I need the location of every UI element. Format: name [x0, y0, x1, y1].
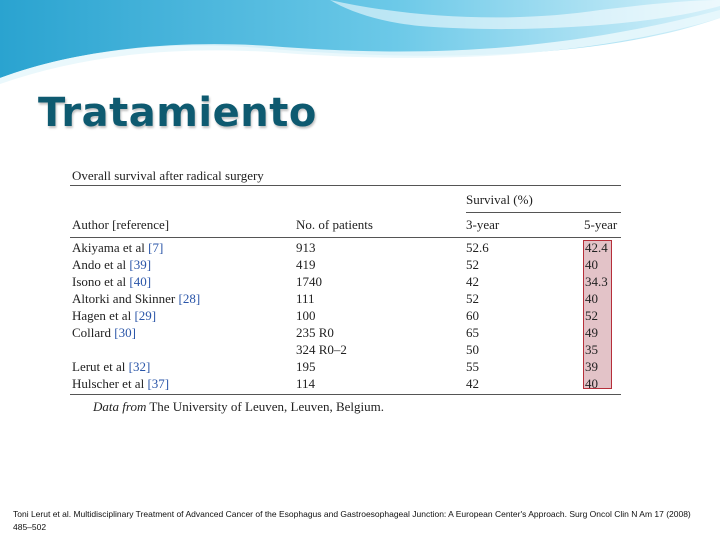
- row-author: Hulscher et al: [72, 376, 145, 391]
- reference-link[interactable]: [30]: [114, 325, 136, 340]
- header-author: Author [reference]: [72, 217, 170, 232]
- survival-table: Overall survival after radical surgery S…: [65, 160, 625, 417]
- row-patients: 1740: [296, 274, 322, 289]
- row-author: Hagen et al: [72, 308, 132, 323]
- row-5-year: 40: [585, 257, 598, 272]
- footnote-prefix: Data from: [93, 399, 147, 414]
- table-rule-top: [70, 185, 621, 186]
- row-5-year: 34.3: [585, 274, 608, 289]
- row-author: Lerut et al: [72, 359, 126, 374]
- row-3-year: 55: [466, 359, 479, 374]
- row-patients: 235 R0: [296, 325, 334, 340]
- reference-link[interactable]: [40]: [129, 274, 152, 289]
- source-citation: Toni Lerut et al. Multidisciplinary Trea…: [13, 509, 691, 532]
- row-3-year: 60: [466, 308, 479, 323]
- reference-link[interactable]: [32]: [128, 359, 151, 374]
- row-3-year: 52: [466, 291, 479, 306]
- table-footnote: Data from The University of Leuven, Leuv…: [93, 399, 384, 415]
- row-patients: 114: [296, 376, 316, 391]
- row-patients: 195: [296, 359, 316, 374]
- row-author: Ando et al: [72, 257, 127, 272]
- row-3-year: 50: [466, 342, 479, 357]
- reference-link[interactable]: [28]: [178, 291, 201, 306]
- row-patients: 913: [296, 240, 316, 255]
- header-wave-decoration: [0, 0, 720, 84]
- table-rule-bottom: [70, 394, 621, 395]
- row-5-year: 40: [585, 291, 598, 306]
- reference-link[interactable]: [29]: [134, 308, 157, 323]
- row-author: Collard: [72, 325, 111, 340]
- row-patients: 324 R0–2: [296, 342, 347, 357]
- reference-link[interactable]: [39]: [129, 257, 152, 272]
- row-patients: 111: [296, 291, 315, 306]
- table-caption: Overall survival after radical surgery: [72, 168, 264, 183]
- row-patients: 100: [296, 308, 316, 323]
- row-3-year: 52: [466, 257, 479, 272]
- header-5-year: 5-year: [584, 217, 618, 232]
- survival-group-header: Survival (%): [466, 192, 533, 207]
- row-5-year: 40: [585, 376, 598, 391]
- header-3-year: 3-year: [466, 217, 500, 232]
- survival-group-rule: [466, 212, 621, 213]
- row-3-year: 65: [466, 325, 479, 340]
- footnote-text: The University of Leuven, Leuven, Belgiu…: [149, 399, 385, 414]
- row-5-year: 49: [585, 325, 598, 340]
- row-3-year: 42: [466, 376, 479, 391]
- row-5-year: 42.4: [585, 240, 608, 255]
- row-author: Isono et al: [72, 274, 127, 289]
- table-rule-header: [70, 237, 621, 238]
- slide-title: Tratamiento: [38, 90, 317, 136]
- row-patients: 419: [296, 257, 316, 272]
- row-author: Akiyama et al: [72, 240, 145, 255]
- reference-link[interactable]: [37]: [147, 376, 170, 391]
- row-3-year: 42: [466, 274, 479, 289]
- row-author: Altorki and Skinner: [72, 291, 176, 306]
- row-5-year: 35: [585, 342, 598, 357]
- header-patients: No. of patients: [296, 217, 373, 232]
- reference-link[interactable]: [7]: [148, 240, 164, 255]
- row-5-year: 52: [585, 308, 598, 323]
- row-3-year: 52.6: [466, 240, 489, 255]
- row-5-year: 39: [585, 359, 598, 374]
- five-year-highlight-box: [583, 240, 612, 389]
